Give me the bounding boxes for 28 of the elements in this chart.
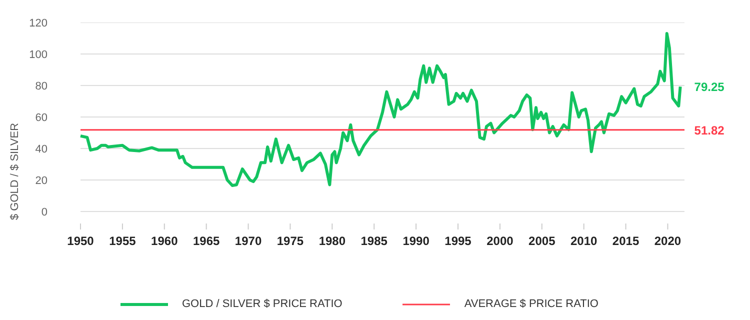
x-tick-label: 2020 xyxy=(654,234,682,248)
x-tick-label: 1950 xyxy=(67,234,94,248)
x-tick-label: 2000 xyxy=(486,234,514,248)
x-tick-label: 2005 xyxy=(528,234,556,248)
y-tick-label: 100 xyxy=(29,49,48,61)
legend-label: AVERAGE $ PRICE RATIO xyxy=(464,298,598,310)
x-tick-label: 2015 xyxy=(612,234,640,248)
x-tick-label: 1960 xyxy=(151,234,178,248)
y-tick-label: 80 xyxy=(35,80,48,92)
x-tick-label: 1955 xyxy=(109,234,136,248)
annotation: 79.25 xyxy=(694,80,725,94)
y-tick-label: 120 xyxy=(29,18,48,30)
annotation: 51.82 xyxy=(694,123,725,138)
x-tick-label: 1975 xyxy=(276,234,304,248)
y-tick-label: 60 xyxy=(35,112,48,124)
y-tick-label: 20 xyxy=(35,175,48,187)
y-axis-title: $ GOLD / $ SILVER xyxy=(9,122,22,220)
legend-label: GOLD / SILVER $ PRICE RATIO xyxy=(182,298,342,310)
y-tick-label: 0 xyxy=(41,206,48,218)
y-tick-label: 40 xyxy=(35,144,48,156)
x-tick-label: 1990 xyxy=(402,234,430,248)
x-tick-label: 1980 xyxy=(318,234,346,248)
x-tick-label: 2010 xyxy=(570,234,598,248)
x-tick-label: 1985 xyxy=(360,234,388,248)
x-tick-label: 1995 xyxy=(444,234,472,248)
x-tick-label: 1970 xyxy=(234,234,262,248)
x-tick-label: 1965 xyxy=(192,234,220,248)
line-series xyxy=(79,32,682,188)
